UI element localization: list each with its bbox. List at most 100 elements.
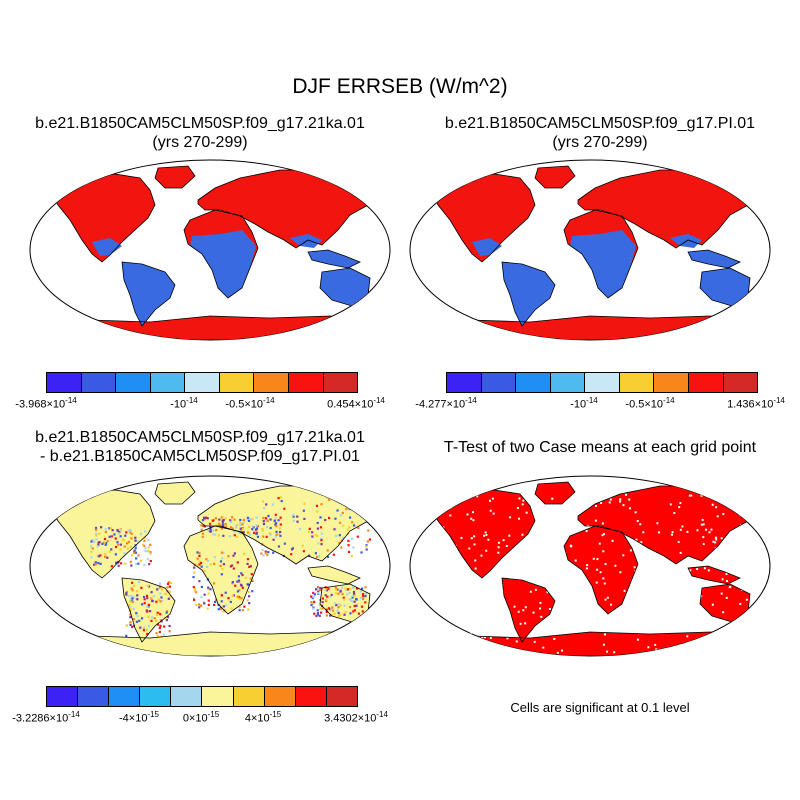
diff-cell — [341, 593, 344, 596]
non-significant-cell — [701, 518, 704, 521]
diff-cell — [320, 532, 323, 535]
non-significant-cell — [752, 516, 755, 519]
non-significant-cell — [481, 647, 484, 650]
diff-cell — [99, 562, 102, 566]
diff-cell — [119, 562, 123, 565]
diff-cell — [146, 610, 149, 613]
diff-cell — [352, 586, 355, 589]
diff-cell — [337, 603, 340, 606]
non-significant-cell — [688, 494, 691, 497]
colorbar-case1 — [46, 372, 358, 393]
non-significant-cell — [596, 558, 599, 561]
diff-cell — [159, 600, 162, 603]
non-significant-cell — [519, 565, 522, 568]
diff-cell — [160, 599, 164, 602]
diff-cell — [136, 540, 139, 543]
diff-cell — [194, 589, 197, 592]
diff-cell — [240, 597, 243, 600]
non-significant-cell — [532, 547, 535, 550]
diff-cell — [156, 634, 159, 638]
colorbar-swatch — [185, 373, 220, 392]
diff-cell — [360, 605, 364, 608]
diff-cell — [91, 547, 94, 550]
diff-cell — [139, 626, 142, 629]
diff-cell — [132, 584, 136, 588]
diff-cell — [220, 573, 223, 576]
non-significant-cell — [698, 616, 701, 619]
non-significant-cell — [712, 540, 715, 543]
diff-cell — [143, 536, 146, 539]
non-significant-cell — [716, 515, 719, 518]
diff-cell — [342, 596, 345, 599]
non-significant-cell — [469, 616, 472, 619]
colorbar-swatch — [550, 373, 586, 392]
non-significant-cell — [702, 543, 705, 546]
non-significant-cell — [430, 629, 433, 632]
diff-cell — [331, 606, 334, 609]
diff-cell — [352, 590, 356, 594]
diff-cell — [349, 605, 352, 609]
diff-cell — [324, 518, 327, 522]
non-significant-cell — [508, 534, 511, 537]
non-significant-cell — [673, 512, 676, 515]
diff-cell — [272, 551, 275, 554]
colorbar-swatch — [323, 373, 358, 392]
colorbar-tick-label: -4×10-15 — [118, 710, 160, 725]
non-significant-cell — [656, 575, 659, 578]
diff-cell — [249, 577, 252, 580]
diff-cell — [199, 561, 203, 565]
diff-cell — [129, 600, 132, 603]
diff-cell — [117, 564, 120, 567]
diff-cell — [195, 603, 198, 607]
diff-cell — [351, 596, 354, 599]
non-significant-cell — [619, 571, 622, 574]
non-significant-cell — [745, 598, 748, 601]
colorbar-swatch — [78, 687, 110, 706]
colorbar-swatch — [654, 373, 689, 392]
non-significant-cell — [674, 603, 677, 606]
diff-cell — [247, 519, 251, 523]
diff-cell — [292, 515, 295, 518]
diff-cell — [119, 548, 122, 551]
diff-cell — [94, 561, 97, 564]
colorbar-swatch — [150, 373, 186, 392]
diff-cell — [341, 537, 345, 540]
diff-cell — [93, 540, 96, 543]
diff-cell — [231, 580, 234, 584]
diff-cell — [155, 632, 158, 635]
diff-cell — [145, 628, 148, 631]
diff-cell — [146, 597, 149, 600]
non-significant-cell — [557, 518, 560, 521]
diff-cell — [353, 609, 356, 612]
non-significant-cell — [539, 580, 542, 583]
non-significant-cell — [486, 646, 489, 649]
diff-cell — [239, 518, 242, 522]
diff-cell — [347, 544, 350, 547]
non-significant-cell — [630, 631, 633, 634]
non-significant-cell — [475, 591, 478, 594]
diff-cell — [147, 603, 151, 606]
non-significant-cell — [519, 622, 522, 625]
diff-cell — [213, 600, 217, 604]
diff-cell — [235, 526, 238, 529]
diff-cell — [327, 607, 330, 610]
non-significant-cell — [483, 534, 486, 537]
non-significant-cell — [557, 620, 560, 623]
non-significant-cell — [501, 589, 504, 592]
non-significant-cell — [604, 563, 607, 566]
non-significant-cell — [428, 515, 431, 518]
diff-cell — [219, 560, 223, 563]
non-significant-cell — [448, 639, 451, 642]
diff-cell — [247, 525, 251, 529]
diff-cell — [316, 521, 319, 525]
non-significant-cell — [714, 541, 717, 544]
diff-cell — [348, 516, 352, 519]
non-significant-cell — [569, 596, 572, 599]
diff-cell — [360, 587, 364, 590]
diff-cell — [340, 546, 343, 549]
diff-cell — [94, 563, 97, 566]
diff-cell — [261, 529, 264, 532]
diff-cell — [160, 619, 163, 622]
diff-cell — [251, 590, 254, 593]
diff-cell — [349, 612, 352, 615]
